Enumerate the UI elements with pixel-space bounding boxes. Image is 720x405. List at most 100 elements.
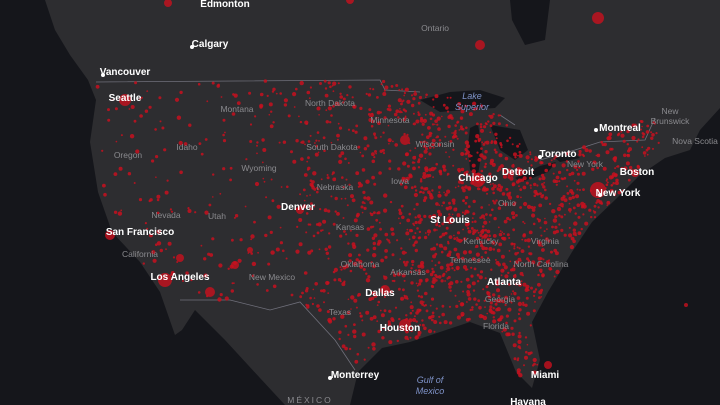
case-dot bbox=[520, 280, 523, 283]
case-dot bbox=[451, 198, 456, 203]
case-dot bbox=[216, 84, 220, 88]
case-bubble bbox=[631, 169, 639, 177]
region-label: Ohio bbox=[498, 198, 516, 208]
case-dot bbox=[114, 107, 118, 111]
case-dot bbox=[393, 279, 396, 283]
case-dot bbox=[474, 246, 477, 248]
case-dot bbox=[376, 304, 379, 306]
case-dot bbox=[636, 165, 641, 169]
case-dot bbox=[462, 290, 465, 293]
case-dot bbox=[484, 228, 488, 232]
case-dot bbox=[320, 229, 323, 232]
case-dot bbox=[596, 166, 599, 170]
case-dot bbox=[532, 309, 536, 313]
city-point bbox=[538, 155, 542, 159]
case-dot bbox=[468, 250, 471, 253]
case-dot bbox=[544, 217, 546, 220]
case-dot bbox=[471, 306, 474, 309]
case-dot bbox=[480, 147, 483, 150]
case-dot bbox=[139, 98, 142, 101]
case-dot bbox=[270, 110, 273, 113]
case-dot bbox=[529, 184, 532, 187]
case-dot bbox=[458, 177, 462, 181]
case-dot bbox=[453, 269, 456, 272]
case-dot bbox=[423, 235, 428, 240]
case-dot bbox=[113, 210, 118, 214]
case-dot bbox=[623, 153, 627, 158]
case-dot bbox=[367, 346, 370, 349]
case-dot bbox=[442, 168, 447, 172]
case-dot bbox=[146, 227, 149, 230]
case-dot bbox=[435, 243, 439, 246]
case-dot bbox=[500, 164, 504, 168]
case-dot bbox=[409, 305, 414, 310]
case-dot bbox=[140, 96, 143, 99]
case-dot bbox=[372, 253, 377, 258]
case-dot bbox=[251, 261, 257, 267]
case-dot bbox=[465, 277, 470, 282]
case-dot bbox=[513, 201, 517, 205]
case-dot bbox=[626, 143, 629, 146]
case-dot bbox=[410, 301, 413, 304]
case-dot bbox=[359, 314, 363, 318]
case-dot bbox=[518, 185, 520, 188]
case-dot bbox=[416, 289, 419, 292]
case-dot bbox=[361, 332, 366, 337]
case-dot bbox=[541, 194, 545, 197]
case-dot bbox=[379, 227, 382, 231]
case-dot bbox=[506, 332, 511, 337]
case-dot bbox=[344, 197, 347, 200]
case-dot bbox=[494, 258, 497, 261]
case-dot bbox=[343, 230, 346, 233]
case-dot bbox=[156, 198, 160, 202]
case-dot bbox=[416, 284, 419, 287]
case-dot bbox=[231, 282, 234, 285]
case-dot bbox=[176, 261, 179, 263]
case-dot bbox=[418, 282, 422, 286]
case-dot bbox=[334, 196, 338, 201]
case-dot bbox=[423, 214, 427, 218]
case-dot bbox=[444, 135, 447, 138]
city-label: Houston bbox=[380, 323, 421, 334]
case-dot bbox=[640, 128, 643, 131]
city-label: Edmonton bbox=[200, 0, 249, 10]
case-dot bbox=[375, 152, 377, 155]
case-dot bbox=[352, 105, 356, 109]
case-dot bbox=[468, 112, 473, 117]
case-dot bbox=[617, 190, 621, 195]
case-dot bbox=[582, 188, 585, 192]
case-bubble bbox=[471, 173, 485, 187]
case-dot bbox=[595, 201, 598, 204]
case-dot bbox=[454, 186, 457, 189]
case-dot bbox=[293, 106, 296, 108]
case-dot bbox=[441, 246, 444, 248]
case-dot bbox=[515, 180, 520, 184]
case-dot bbox=[322, 136, 326, 140]
case-dot bbox=[358, 253, 361, 257]
case-dot bbox=[451, 135, 456, 139]
case-dot bbox=[102, 183, 106, 188]
case-dot bbox=[298, 218, 303, 222]
case-dot bbox=[445, 270, 448, 273]
case-dot bbox=[324, 247, 328, 251]
case-dot bbox=[420, 186, 424, 190]
case-dot bbox=[522, 301, 525, 304]
case-dot bbox=[458, 106, 462, 110]
case-dot bbox=[517, 301, 523, 307]
case-dot bbox=[636, 140, 639, 143]
case-dot bbox=[348, 253, 353, 258]
case-dot bbox=[423, 144, 427, 148]
case-dot bbox=[489, 131, 492, 134]
case-dot bbox=[568, 202, 571, 205]
case-dot bbox=[533, 206, 536, 209]
case-dot bbox=[344, 346, 348, 351]
case-dot bbox=[641, 146, 644, 149]
case-dot bbox=[410, 186, 414, 190]
case-dot bbox=[525, 296, 529, 300]
case-dot bbox=[207, 252, 211, 256]
case-dot bbox=[606, 204, 608, 206]
case-dot bbox=[524, 336, 528, 339]
case-dot bbox=[206, 100, 209, 103]
case-dot bbox=[361, 319, 364, 322]
case-dot bbox=[414, 325, 417, 328]
